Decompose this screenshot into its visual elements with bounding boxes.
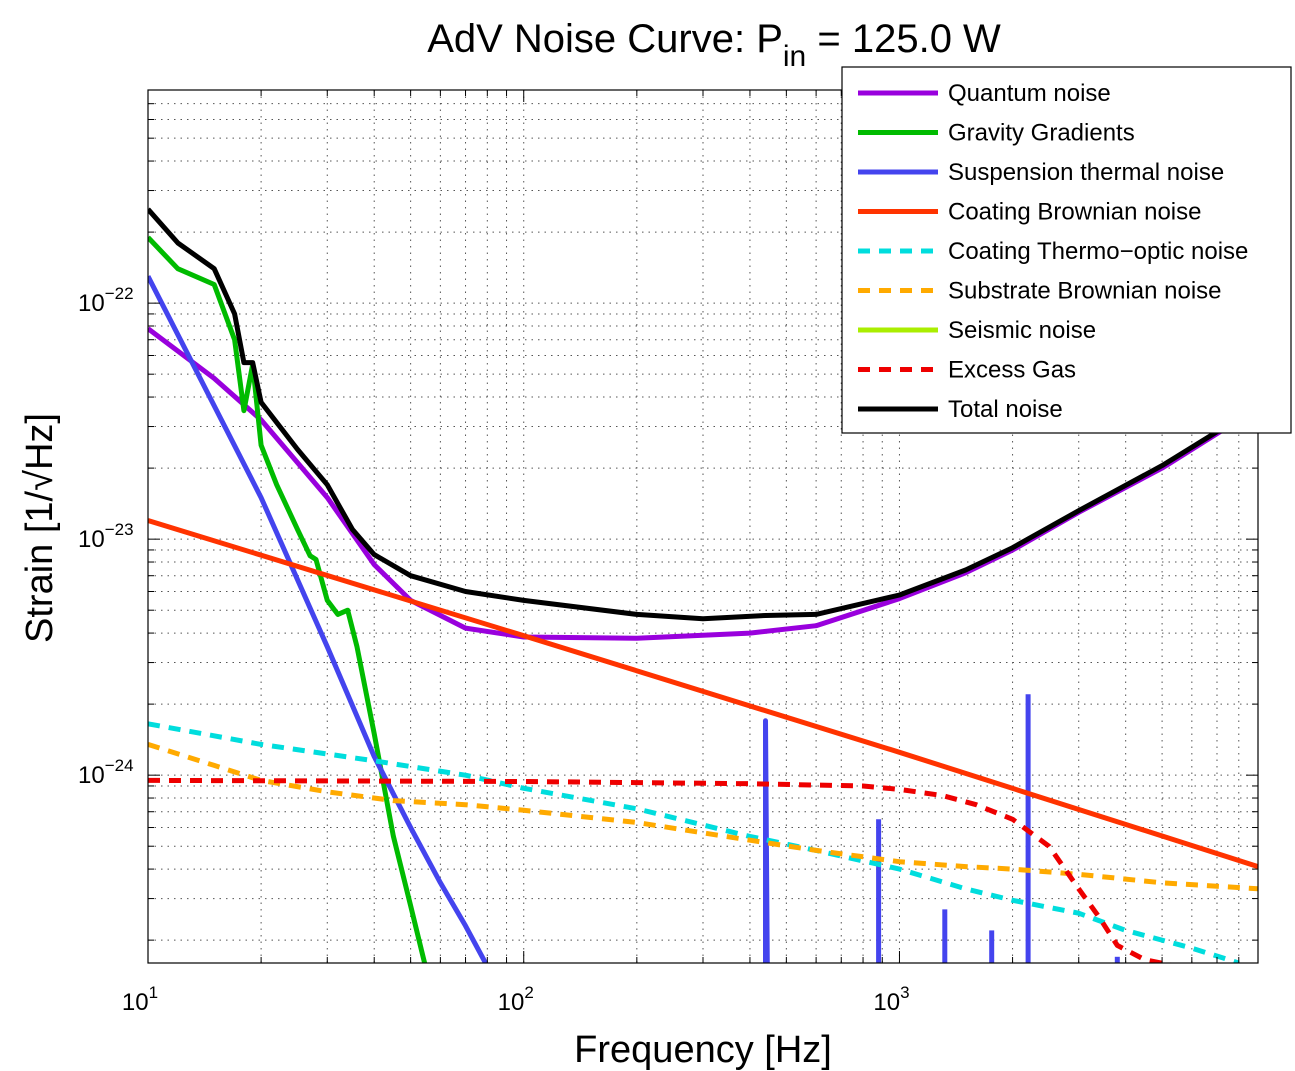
legend-label: Quantum noise (948, 80, 1111, 107)
legend-item-excess-gas: Excess Gas (858, 357, 1076, 384)
legend-label: Total noise (948, 396, 1063, 423)
grid-lines (147, 89, 1259, 963)
series-line-suspension-violin-mode-at-440-hz (763, 718, 770, 963)
legend-label: Excess Gas (948, 357, 1076, 384)
data-series (148, 207, 1258, 963)
legend-item-coating-brownian-noise: Coating Brownian noise (858, 199, 1202, 226)
chart-title-subscript: in (783, 40, 806, 73)
x-axis-label: Frequency [Hz] (574, 1029, 832, 1071)
legend-label: Substrate Brownian noise (948, 278, 1222, 305)
chart-title-rest: = 125.0 W (806, 17, 1001, 61)
chart-title-main: AdV Noise Curve: P (427, 17, 783, 61)
legend-label: Suspension thermal noise (948, 159, 1224, 186)
legend-label: Gravity Gradients (948, 120, 1135, 147)
series-line-excess-gas (148, 777, 1174, 963)
legend-item-substrate-brownian-noise: Substrate Brownian noise (858, 278, 1222, 305)
series-line-coating-brownian-noise (148, 518, 1258, 869)
legend-item-quantum-noise: Quantum noise (858, 80, 1111, 107)
legend-label: Coating Brownian noise (948, 199, 1202, 226)
legend-item-total-noise: Total noise (858, 396, 1063, 423)
x-tick-label: 102 (498, 983, 534, 1016)
y-axis-label: Strain [1/√Hz] (19, 413, 61, 643)
chart-title: AdV Noise Curve: Pin = 125.0 W (427, 17, 1001, 73)
series-line-substrate-brownian-noise (148, 742, 1258, 892)
legend-item-seismic-noise: Seismic noise (858, 317, 1096, 344)
legend-item-gravity-gradients: Gravity Gradients (858, 120, 1135, 147)
series-line-gravity-gradients (148, 235, 428, 963)
legend: Quantum noise Gravity Gradients Suspension… (841, 66, 1292, 434)
x-tick-label: 101 (122, 983, 158, 1016)
x-tick-label: 103 (873, 983, 909, 1016)
legend-label: Seismic noise (948, 317, 1096, 344)
y-tick-label: 10−24 (78, 756, 134, 789)
series-line-suspension-thermal-noise (148, 275, 489, 963)
y-tick-label: 10−22 (78, 284, 134, 317)
legend-item-coating-thermo-optic-noise: Coating Thermo−optic noise (858, 238, 1248, 265)
legend-box (841, 66, 1292, 434)
legend-label: Coating Thermo−optic noise (948, 238, 1248, 265)
y-tick-label: 10−23 (78, 520, 134, 553)
legend-item-suspension-thermal-noise: Suspension thermal noise (858, 159, 1224, 186)
series-line-total-noise (148, 207, 1258, 622)
